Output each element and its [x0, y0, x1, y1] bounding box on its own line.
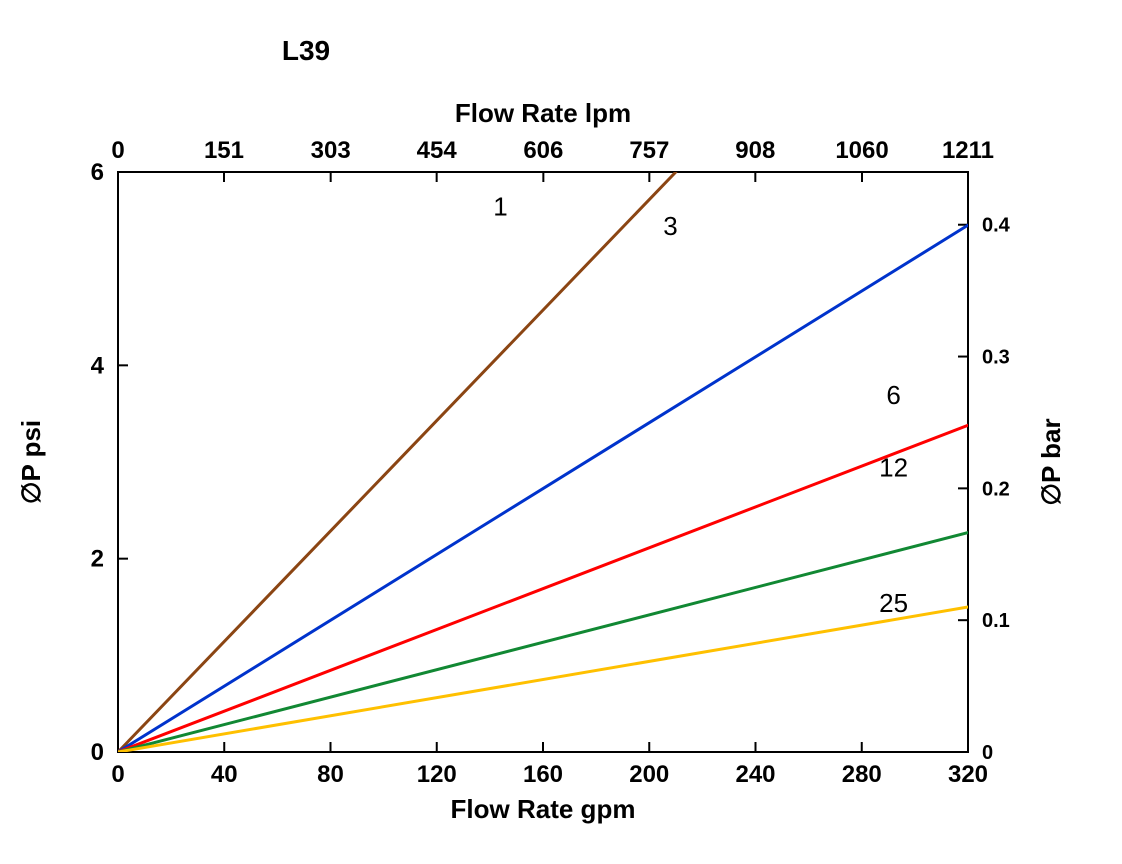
- x2-tick-label: 454: [417, 137, 458, 164]
- x2-tick-label: 0: [111, 137, 124, 164]
- x-tick-label: 40: [211, 761, 238, 788]
- x-axis-label: Flow Rate gpm: [451, 794, 636, 824]
- x-tick-label: 200: [629, 761, 669, 788]
- y-tick-label: 2: [91, 546, 104, 573]
- series-label-12: 12: [879, 453, 908, 483]
- x-tick-label: 120: [417, 761, 457, 788]
- x-tick-label: 240: [735, 761, 775, 788]
- x-tick-label: 280: [842, 761, 882, 788]
- chart-container: { "chart": { "type": "line", "title": "L…: [0, 0, 1122, 864]
- x-tick-label: 320: [948, 761, 988, 788]
- series-label-3: 3: [663, 211, 677, 241]
- y-tick-label: 0: [91, 739, 104, 766]
- x2-tick-label: 757: [629, 137, 669, 164]
- series-label-25: 25: [879, 588, 908, 618]
- y2-tick-label: 0.4: [982, 215, 1011, 237]
- x-tick-label: 160: [523, 761, 563, 788]
- x2-tick-label: 908: [735, 137, 775, 164]
- x2-tick-label: 606: [523, 137, 563, 164]
- chart-svg: L3904080120160200240280320Flow Rate gpm0…: [0, 0, 1122, 864]
- y2-tick-label: 0.1: [982, 610, 1010, 632]
- x2-tick-label: 1211: [942, 137, 994, 164]
- y2-tick-label: 0.3: [982, 347, 1010, 369]
- x-tick-label: 80: [317, 761, 344, 788]
- y2-axis-label: ∅P bar: [1036, 418, 1066, 505]
- series-label-6: 6: [886, 380, 900, 410]
- y-axis-label: ∅P psi: [16, 420, 46, 504]
- series-label-1: 1: [493, 192, 507, 222]
- y2-tick-label: 0.2: [982, 478, 1010, 500]
- y2-tick-label: 0: [982, 742, 993, 764]
- x2-axis-label: Flow Rate lpm: [455, 98, 631, 128]
- y-tick-label: 4: [91, 352, 105, 379]
- x2-tick-label: 1060: [835, 137, 888, 164]
- y-tick-label: 6: [91, 159, 104, 186]
- x2-tick-label: 303: [311, 137, 351, 164]
- x-tick-label: 0: [111, 761, 124, 788]
- x2-tick-label: 151: [204, 137, 244, 164]
- chart-title: L39: [282, 35, 330, 66]
